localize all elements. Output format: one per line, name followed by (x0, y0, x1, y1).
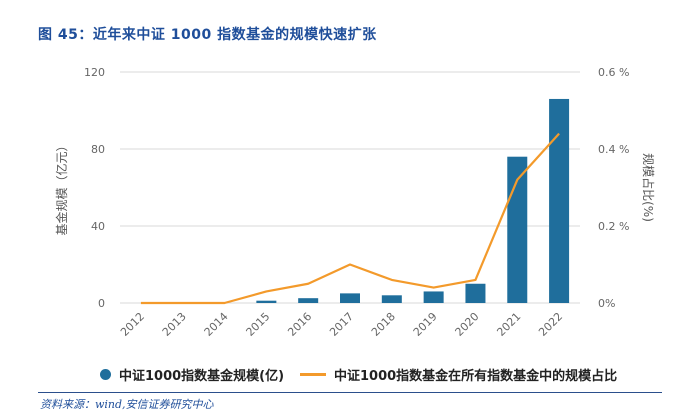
x-tick-label: 2016 (285, 310, 314, 339)
y-tick-label-right: 0.6 % (598, 66, 629, 79)
chart: 0 40 80 120 0% 0.2 % 0.4 % 0.6 % 基金规模（亿元） 规模占比(%)… (0, 0, 674, 360)
legend-item-bar: 中证1000指数基金规模(亿) (100, 365, 284, 384)
bar-2018 (382, 295, 402, 303)
x-tick-label: 2014 (202, 310, 231, 339)
legend-marker-line (300, 373, 326, 376)
legend-marker-bar (100, 369, 111, 380)
share-line (141, 134, 559, 303)
y-tick-label-right: 0.2 % (598, 220, 629, 233)
x-tick-label: 2012 (118, 310, 147, 339)
y-tick-label-left: 0 (98, 297, 105, 310)
x-tick-label: 2020 (453, 310, 482, 339)
bar-2022 (549, 99, 569, 303)
legend-label-line: 中证1000指数基金在所有指数基金中的规模占比 (334, 365, 617, 384)
y-tick-label-left: 80 (91, 143, 105, 156)
y-tick-label-left: 120 (84, 66, 105, 79)
x-tick-label: 2017 (327, 310, 356, 339)
x-tick-label: 2013 (160, 310, 189, 339)
x-tick-label: 2021 (494, 310, 523, 339)
x-tick-label: 2015 (243, 310, 272, 339)
bar-2019 (424, 291, 444, 303)
source-divider (38, 392, 662, 393)
bar-2015 (256, 301, 276, 303)
x-tick-label: 2022 (536, 310, 565, 339)
y-axis-title-right: 规模占比(%) (641, 153, 656, 222)
x-tick-label: 2018 (369, 310, 398, 339)
x-tick-label: 2019 (411, 310, 440, 339)
legend-item-line: 中证1000指数基金在所有指数基金中的规模占比 (300, 365, 617, 384)
bar-2017 (340, 293, 360, 303)
bar-2020 (465, 284, 485, 303)
y-tick-label-right: 0.4 % (598, 143, 629, 156)
bar-2016 (298, 298, 318, 303)
y-tick-label-left: 40 (91, 220, 105, 233)
legend-label-bar: 中证1000指数基金规模(亿) (119, 365, 284, 384)
y-axis-title-left: 基金规模（亿元） (54, 139, 69, 235)
y-tick-label-right: 0% (598, 297, 615, 310)
